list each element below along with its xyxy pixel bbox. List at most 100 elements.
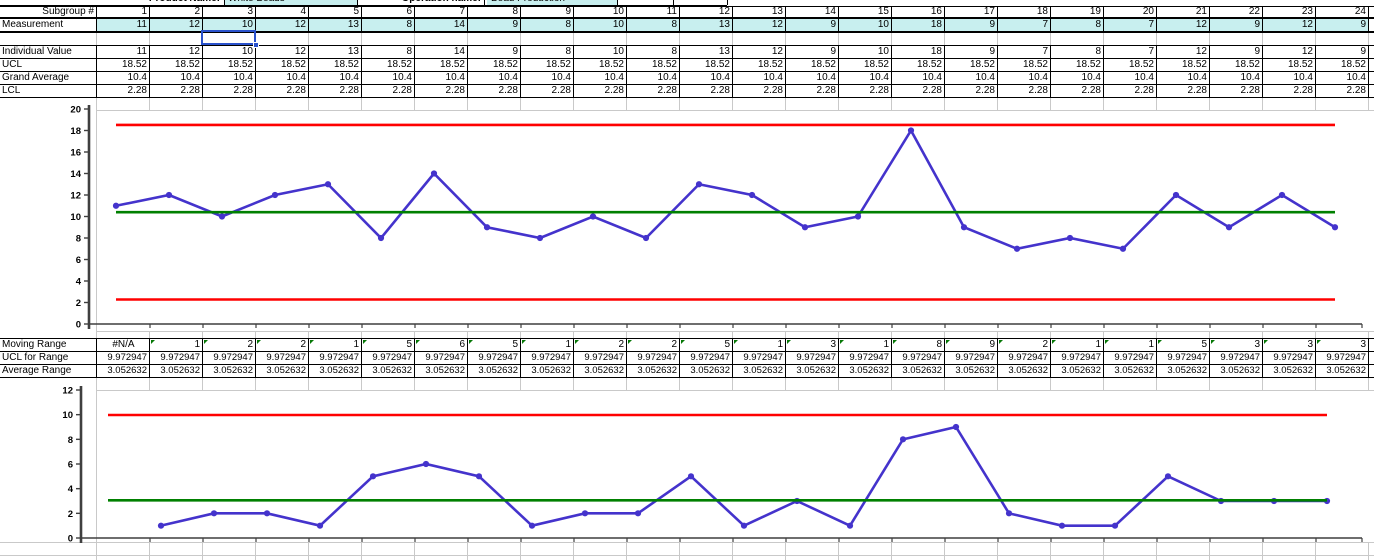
row-label-ucl[interactable]: UCL [2, 59, 23, 70]
cell-blank-9[interactable] [521, 33, 574, 45]
cell-lcl-11[interactable]: 2.28 [657, 85, 677, 96]
cell-ucl-15[interactable]: 18.52 [863, 59, 889, 70]
cell-grand-average-11[interactable]: 10.4 [657, 72, 677, 83]
cell-lcl-17[interactable]: 2.28 [975, 85, 995, 96]
cell-grand-average-13[interactable]: 10.4 [763, 72, 783, 83]
cell-average-range-6[interactable]: 3.052632 [372, 365, 412, 376]
cell-subgroup-6[interactable]: 6 [406, 7, 412, 17]
cell-ucl-4[interactable]: 18.52 [280, 59, 306, 70]
cell-blank-23[interactable] [1263, 33, 1316, 45]
cell-average-range-18[interactable]: 3.052632 [1008, 365, 1048, 376]
cell-blank-13[interactable] [733, 33, 786, 45]
cell-ucl-for-range-22[interactable]: 9.972947 [1220, 352, 1260, 363]
cell-grand-average-22[interactable]: 10.4 [1240, 72, 1260, 83]
cell-individual-value-15[interactable]: 10 [877, 46, 889, 57]
row-label-average-range[interactable]: Average Range [2, 365, 72, 376]
cell-blank-22[interactable] [1210, 33, 1263, 45]
cell-subgroup-18[interactable]: 18 [1036, 7, 1048, 17]
cell-average-range-8[interactable]: 3.052632 [478, 365, 518, 376]
cell-ucl-9[interactable]: 18.52 [545, 59, 571, 70]
cell-grand-average-6[interactable]: 10.4 [392, 72, 412, 83]
cell-lcl-24[interactable]: 2.28 [1346, 85, 1366, 96]
cell-grand-average-16[interactable]: 10.4 [922, 72, 942, 83]
cell-lcl-9[interactable]: 2.28 [551, 85, 571, 96]
cell-blank-10[interactable] [574, 33, 627, 45]
cell-grand-average-18[interactable]: 10.4 [1028, 72, 1048, 83]
cell-individual-value-9[interactable]: 8 [565, 46, 571, 57]
cell-moving-range-4[interactable]: 2 [300, 339, 306, 350]
cell-moving-range-6[interactable]: 5 [406, 339, 412, 350]
cell-moving-range-1[interactable]: #N/A [112, 339, 135, 350]
cell-subgroup-7[interactable]: 7 [459, 7, 465, 17]
cell-ucl-for-range-3[interactable]: 9.972947 [213, 352, 253, 363]
cell-ucl-for-range-15[interactable]: 9.972947 [849, 352, 889, 363]
cell-ucl-for-range-6[interactable]: 9.972947 [372, 352, 412, 363]
cell-measurement-23[interactable]: 12 [1263, 19, 1316, 31]
cell-measurement-18[interactable]: 7 [998, 19, 1051, 31]
cell-blank-15[interactable] [839, 33, 892, 45]
cell-grand-average-14[interactable]: 10.4 [816, 72, 836, 83]
cell-ucl-7[interactable]: 18.52 [439, 59, 465, 70]
cell-individual-value-22[interactable]: 9 [1254, 46, 1260, 57]
cell-subgroup-2[interactable]: 2 [194, 7, 200, 17]
cell-grand-average-12[interactable]: 10.4 [710, 72, 730, 83]
cell-subgroup-24[interactable]: 24 [1354, 7, 1366, 17]
cell-individual-value-24[interactable]: 9 [1360, 46, 1366, 57]
row-label-grand-average[interactable]: Grand Average [2, 72, 70, 83]
cell-individual-value-5[interactable]: 13 [347, 46, 359, 57]
cell-moving-range-23[interactable]: 3 [1307, 339, 1313, 350]
cell-ucl-for-range-21[interactable]: 9.972947 [1167, 352, 1207, 363]
cell-lcl-1[interactable]: 2.28 [127, 85, 147, 96]
cell-individual-value-23[interactable]: 12 [1301, 46, 1313, 57]
cell-lcl-13[interactable]: 2.28 [763, 85, 783, 96]
cell-moving-range-19[interactable]: 1 [1095, 339, 1101, 350]
cell-ucl-17[interactable]: 18.52 [969, 59, 995, 70]
cell-lcl-2[interactable]: 2.28 [180, 85, 200, 96]
cell-lcl-21[interactable]: 2.28 [1187, 85, 1207, 96]
cell-ucl-for-range-1[interactable]: 9.972947 [107, 352, 147, 363]
cell-moving-range-15[interactable]: 1 [883, 339, 889, 350]
cell-lcl-6[interactable]: 2.28 [392, 85, 412, 96]
cell-individual-value-19[interactable]: 8 [1095, 46, 1101, 57]
cell-grand-average-5[interactable]: 10.4 [339, 72, 359, 83]
cell-grand-average-4[interactable]: 10.4 [286, 72, 306, 83]
individuals-chart[interactable]: 0 2 4 6 8 10 12 14 16 18 20 [70, 105, 1374, 331]
cell-grand-average-1[interactable]: 10.4 [127, 72, 147, 83]
cell-ucl-for-range-24[interactable]: 9.972947 [1326, 352, 1366, 363]
cell-grand-average-24[interactable]: 10.4 [1346, 72, 1366, 83]
cell-lcl-4[interactable]: 2.28 [286, 85, 306, 96]
cell-blank-17[interactable] [945, 33, 998, 45]
cell-grand-average-3[interactable]: 10.4 [233, 72, 253, 83]
cell-individual-value-3[interactable]: 10 [241, 46, 253, 57]
cell-ucl-for-range-19[interactable]: 9.972947 [1061, 352, 1101, 363]
cell-moving-range-21[interactable]: 5 [1201, 339, 1207, 350]
cell-blank-6[interactable] [362, 33, 415, 45]
cell-lcl-10[interactable]: 2.28 [604, 85, 624, 96]
cell-blank-12[interactable] [680, 33, 733, 45]
cell-moving-range-11[interactable]: 2 [671, 339, 677, 350]
cell-moving-range-16[interactable]: 8 [936, 339, 942, 350]
cell-subgroup-19[interactable]: 19 [1089, 7, 1101, 17]
operation-name-value[interactable]: Bead Production [487, 0, 617, 6]
cell-ucl-for-range-17[interactable]: 9.972947 [955, 352, 995, 363]
cell-ucl-for-range-11[interactable]: 9.972947 [637, 352, 677, 363]
cell-measurement-12[interactable]: 13 [680, 19, 733, 31]
cell-moving-range-22[interactable]: 3 [1254, 339, 1260, 350]
cell-average-range-22[interactable]: 3.052632 [1220, 365, 1260, 376]
cell-average-range-13[interactable]: 3.052632 [743, 365, 783, 376]
row-label-blank[interactable] [0, 33, 97, 45]
cell-average-range-23[interactable]: 3.052632 [1273, 365, 1313, 376]
cell-lcl-19[interactable]: 2.28 [1081, 85, 1101, 96]
cell-moving-range-8[interactable]: 5 [512, 339, 518, 350]
cell-individual-value-16[interactable]: 18 [930, 46, 942, 57]
cell-subgroup-16[interactable]: 16 [930, 7, 942, 17]
cell-grand-average-23[interactable]: 10.4 [1293, 72, 1313, 83]
cell-blank-5[interactable] [309, 33, 362, 45]
cell-measurement-20[interactable]: 7 [1104, 19, 1157, 31]
cell-ucl-for-range-4[interactable]: 9.972947 [266, 352, 306, 363]
cell-ucl-for-range-16[interactable]: 9.972947 [902, 352, 942, 363]
cell-measurement-21[interactable]: 12 [1157, 19, 1210, 31]
cell-subgroup-5[interactable]: 5 [353, 7, 359, 17]
cell-moving-range-18[interactable]: 2 [1042, 339, 1048, 350]
cell-average-range-16[interactable]: 3.052632 [902, 365, 942, 376]
